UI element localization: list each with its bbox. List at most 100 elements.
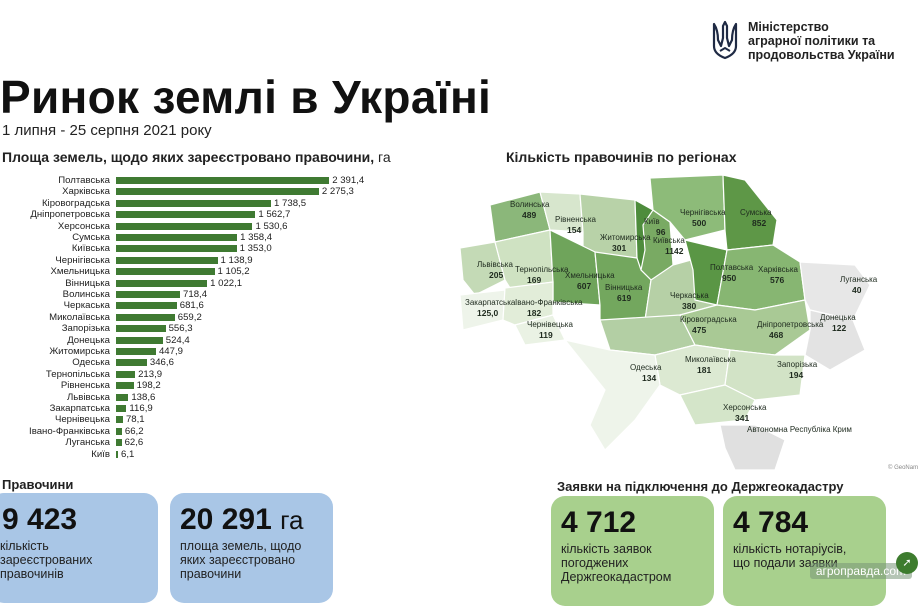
- region-name-label: Дніпропетровська: [757, 320, 824, 329]
- bar-value-label: 6,1: [121, 448, 135, 460]
- bar: [116, 279, 208, 287]
- bar: [116, 199, 272, 207]
- bar-value-label: 1 358,4: [240, 232, 273, 243]
- bar: [116, 177, 330, 184]
- bar-value-label: 1 105,2: [217, 266, 250, 278]
- bar-row: Кіровоградська 1 738,5: [0, 198, 460, 209]
- bar-row: Рівненська 198,2: [0, 380, 460, 391]
- bar-chart-title: Площа земель, щодо яких зареєстровано пр…: [2, 149, 391, 165]
- map-region: [719, 424, 786, 471]
- stat-description: кількість зареєстрованих правочинів: [0, 539, 93, 581]
- bar: [116, 245, 237, 253]
- bar-category-label: Черкаська: [63, 300, 110, 312]
- bar-value-label: 62,6: [124, 437, 144, 449]
- region-value-label: 122: [832, 323, 846, 333]
- section-title-requests: Заявки на підключення до Держгеокадастру: [557, 479, 844, 494]
- region-value-label: 468: [769, 330, 783, 340]
- region-name-label: Івано-Франківська: [515, 298, 583, 307]
- bar-row: Дніпропетровська 1 562,7: [0, 209, 460, 220]
- bar-value-label: 2 275,3: [321, 186, 354, 198]
- bar-category-label: Миколаївська: [49, 311, 110, 323]
- region-value-label: 950: [722, 273, 736, 283]
- bar-category-label: Чернівецька: [54, 414, 110, 426]
- stat-card-deals-count: 9 423 кількість зареєстрованих правочинів: [0, 493, 158, 603]
- page-title: Ринок землі в Україні: [0, 71, 492, 123]
- trident-icon: [712, 20, 738, 60]
- stat-number: 9 423: [2, 503, 78, 536]
- bar-row: Харківська 2 275,3: [0, 186, 460, 197]
- ministry-logo: Міністерство аграрної політики та продов…: [712, 20, 895, 62]
- region-name-label: Київська: [653, 236, 685, 245]
- bar-category-label: Донецька: [67, 334, 110, 346]
- region-name-label: Черкаська: [670, 291, 709, 300]
- region-name-label: Полтавська: [710, 263, 754, 272]
- region-value-label: 125,0: [477, 308, 499, 318]
- bar-category-label: Кіровоградська: [41, 197, 110, 209]
- bar-category-label: Сумська: [72, 232, 110, 243]
- region-name-label: Автономна Республіка Крим: [747, 425, 852, 434]
- bar-category-label: Івано-Франківська: [29, 425, 110, 437]
- bar: [116, 211, 256, 219]
- bar: [116, 393, 129, 401]
- bar-category-label: Запорізька: [61, 323, 110, 335]
- bar-category-label: Дніпропетровська: [30, 209, 110, 221]
- bar-value-label: 447,9: [158, 346, 183, 357]
- bar: [116, 382, 134, 390]
- bar-row: Тернопільська 213,9: [0, 369, 460, 380]
- region-name-label: Запорізька: [777, 360, 818, 369]
- bar-category-label: Вінницька: [65, 277, 110, 289]
- section-title-deals: Правочини: [2, 477, 74, 492]
- stat-number: 4 784: [733, 506, 809, 539]
- bar-row: Закарпатська 116,9: [0, 403, 460, 414]
- region-value-label: 341: [735, 413, 749, 423]
- bar-row: Чернігівська 1 138,9: [0, 255, 460, 266]
- area-bar-chart: Полтавська 2 391,4 Харківська 2 275,3 Кірово…: [0, 175, 460, 475]
- bar-category-label: Київська: [71, 243, 110, 255]
- region-value-label: 607: [577, 281, 591, 291]
- stat-number: 4 712: [561, 506, 637, 539]
- region-value-label: 182: [527, 308, 541, 318]
- bar: [116, 405, 127, 412]
- region-value-label: 205: [489, 270, 503, 280]
- bar: [116, 291, 181, 298]
- bar: [116, 268, 215, 276]
- bar-value-label: 681,6: [179, 300, 204, 312]
- bar-row: Одеська 346,6: [0, 357, 460, 368]
- bar: [116, 313, 175, 321]
- map-credit: © GeoNam: [888, 465, 919, 471]
- region-name-label: Кіровоградська: [680, 315, 737, 324]
- bar: [116, 348, 156, 355]
- region-name-label: Луганська: [840, 275, 878, 284]
- region-value-label: 134: [642, 373, 656, 383]
- region-value-label: 96: [656, 227, 666, 237]
- bar-row: Донецька 524,4: [0, 335, 460, 346]
- share-button[interactable]: ➚: [896, 552, 918, 574]
- bar-category-label: Луганська: [65, 437, 110, 449]
- region-value-label: 119: [539, 330, 553, 340]
- bar: [116, 256, 218, 264]
- bar: [116, 234, 238, 241]
- bar: [116, 222, 253, 230]
- stat-number: 20 291 га: [180, 503, 304, 536]
- bar-value-label: 556,3: [168, 323, 193, 335]
- region-name-label: Чернігівська: [680, 208, 726, 217]
- stat-card-notaries: 4 784 кількість нотаріусів, що подали зая…: [723, 496, 886, 606]
- map-region: [563, 339, 661, 451]
- region-name-label: Миколаївська: [685, 355, 736, 364]
- region-value-label: 194: [789, 370, 803, 380]
- region-value-label: 852: [752, 218, 766, 228]
- region-value-label: 169: [527, 275, 541, 285]
- bar-category-label: Волинська: [62, 289, 110, 300]
- bar-value-label: 1 530,6: [255, 220, 288, 232]
- bar-category-label: Хмельницька: [50, 266, 110, 278]
- bar-value-label: 213,9: [138, 368, 163, 380]
- bar-category-label: Полтавська: [58, 175, 110, 186]
- bar-category-label: Львівська: [66, 391, 110, 403]
- bar-row: Львівська 138,6: [0, 392, 460, 403]
- bar-row: Черкаська 681,6: [0, 300, 460, 311]
- bar-category-label: Харківська: [62, 186, 110, 198]
- region-value-label: 500: [692, 218, 706, 228]
- bar-row: Сумська 1 358,4: [0, 232, 460, 243]
- bar-value-label: 1 353,0: [239, 243, 272, 255]
